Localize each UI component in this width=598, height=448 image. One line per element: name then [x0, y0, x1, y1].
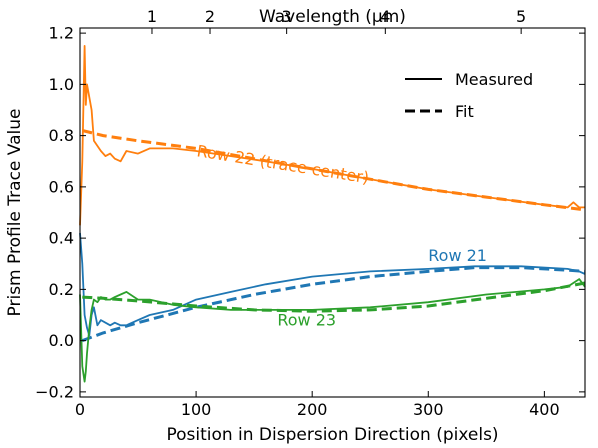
- series-fit-line: [81, 129, 586, 212]
- series-measured-line: [79, 278, 586, 383]
- x-axis-label: Position in Dispersion Direction (pixels…: [166, 425, 498, 445]
- y-tick-label: 1.0: [49, 75, 74, 94]
- y-tick-label: 1.2: [49, 24, 74, 43]
- y-tick-label: 0.2: [49, 280, 74, 299]
- y-tick-label: −0.2: [35, 382, 74, 401]
- top-tick-label: 1: [147, 7, 157, 26]
- legend: Measured Fit: [405, 70, 533, 121]
- top-axis-label: Wavelength (μm): [259, 7, 406, 27]
- top-tick-label: 2: [205, 7, 215, 26]
- series-label: Row 22 (trace center): [195, 141, 370, 187]
- x-tick-label: 400: [529, 400, 560, 419]
- series-label: Row 21: [428, 246, 487, 265]
- top-tick-label: 4: [380, 7, 390, 26]
- series-label: Row 23: [277, 310, 336, 329]
- ticks-layer: 0 100 200 300 400 −0.2 0.0 0.2 0.4 0.6 0.8 1.0 1.2 1 2…: [35, 7, 585, 419]
- y-tick-label: 0.6: [49, 177, 74, 196]
- series-layer: [79, 45, 586, 383]
- x-tick-label: 100: [181, 400, 212, 419]
- x-tick-label: 200: [297, 400, 328, 419]
- series-measured-line: [79, 45, 585, 226]
- x-tick-label: 300: [413, 400, 444, 419]
- legend-measured-label: Measured: [455, 70, 533, 89]
- top-tick-label: 3: [282, 7, 292, 26]
- plot-area-frame: [79, 27, 586, 398]
- y-tick-label: 0.4: [49, 229, 74, 248]
- series-fit-line: [82, 281, 586, 313]
- y-axis-label: Prism Profile Trace Value: [5, 109, 25, 317]
- x-tick-label: 0: [75, 400, 85, 419]
- legend-fit-label: Fit: [455, 102, 474, 121]
- y-tick-label: 0.8: [49, 126, 74, 145]
- top-tick-label: 5: [516, 7, 526, 26]
- series-fit-line: [81, 266, 586, 343]
- y-tick-label: 0.0: [49, 331, 74, 350]
